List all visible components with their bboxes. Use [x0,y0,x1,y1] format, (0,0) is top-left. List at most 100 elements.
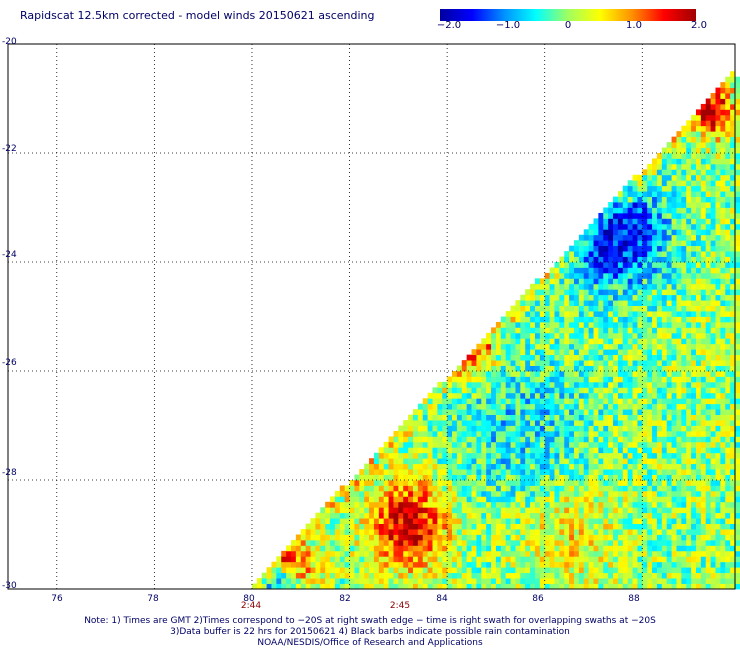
heatmap-cell [578,561,585,568]
heatmap-cell [715,332,721,339]
heatmap-cell [471,349,477,356]
heatmap-cell [491,365,497,372]
heatmap-cell [530,436,536,443]
heatmap-cell [378,545,385,552]
heatmap-cell [559,469,565,475]
heatmap-cell [608,267,614,274]
heatmap-cell [505,545,511,552]
heatmap-cell [725,534,731,541]
heatmap-cell [510,501,516,508]
heatmap-cell [432,425,438,432]
heatmap-cell [598,420,604,426]
heatmap-cell [471,376,477,383]
heatmap-cell [359,556,365,563]
heatmap-cell [466,578,472,584]
heatmap-cell [456,572,463,579]
heatmap-cell [290,561,297,568]
heatmap-cell [525,305,531,312]
heatmap-cell [393,518,399,524]
heatmap-cell [325,501,331,508]
heatmap-cell [608,212,614,219]
heatmap-cell [354,474,360,481]
heatmap-cell [617,327,624,334]
heatmap-cell [505,469,511,475]
heatmap-cell [310,578,316,584]
heatmap-cell [534,583,541,590]
heatmap-cell [495,529,502,535]
heatmap-cell [730,267,736,274]
heatmap-cell [471,550,477,557]
heatmap-cell [603,414,609,421]
heatmap-cell [344,556,350,563]
heatmap-cell [388,507,394,514]
heatmap-cell [486,463,492,470]
heatmap-cell [403,518,409,524]
heatmap-cell [525,300,531,306]
heatmap-cell [515,414,521,421]
heatmap-cell [691,158,697,165]
heatmap-cell [671,534,677,541]
heatmap-cell [598,327,604,334]
heatmap-cell [652,480,658,486]
heatmap-cell [500,327,507,334]
heatmap-cell [534,474,541,481]
heatmap-cell [354,567,360,574]
heatmap-cell [476,496,482,503]
heatmap-cell [588,327,594,334]
heatmap-cell [686,229,692,236]
heatmap-cell [564,545,570,552]
heatmap-cell [637,349,643,356]
heatmap-cell [725,191,731,197]
heatmap-cell [378,512,385,519]
heatmap-cell [710,523,716,530]
heatmap-cell [691,120,697,127]
heatmap-cell [710,381,716,388]
heatmap-cell [559,349,565,356]
heatmap-cell [515,398,521,405]
heatmap-cell [681,327,687,334]
heatmap-cell [417,414,424,421]
heatmap-cell [617,447,624,454]
heatmap-cell [593,496,599,503]
heatmap-cell [378,463,385,470]
heatmap-cell [593,262,599,268]
heatmap-cell [652,371,658,377]
heatmap-cell [695,267,702,274]
heatmap-cell [652,387,658,394]
heatmap-cell [695,539,702,546]
heatmap-cell [686,534,692,541]
heatmap-cell [642,387,648,394]
heatmap-cell [442,409,448,415]
heatmap-cell [495,534,502,541]
heatmap-cell [720,490,726,497]
heatmap-cell [534,490,541,497]
heatmap-cell [466,496,472,503]
heatmap-cell [520,463,526,470]
heatmap-cell [593,490,599,497]
heatmap-cell [412,523,419,530]
heatmap-cell [642,311,648,317]
heatmap-cell [705,583,711,590]
heatmap-cell [383,441,389,448]
heatmap-cell [681,501,687,508]
heatmap-cell [642,578,648,584]
heatmap-cell [642,305,648,312]
heatmap-cell [398,539,404,546]
heatmap-cell [666,223,672,230]
heatmap-cell [305,545,311,552]
heatmap-cell [510,349,516,356]
heatmap-cell [617,251,624,257]
heatmap-cell [598,534,604,541]
heatmap-cell [491,436,497,443]
heatmap-cell [510,403,516,410]
heatmap-cell [661,458,668,465]
heatmap-cell [700,572,707,579]
heatmap-cell [466,490,472,497]
heatmap-cell [554,398,560,405]
heatmap-cell [710,474,716,481]
heatmap-cell [437,452,443,459]
heatmap-cell [637,420,643,426]
heatmap-cell [452,420,458,426]
heatmap-cell [608,343,614,350]
heatmap-cell [666,289,672,296]
